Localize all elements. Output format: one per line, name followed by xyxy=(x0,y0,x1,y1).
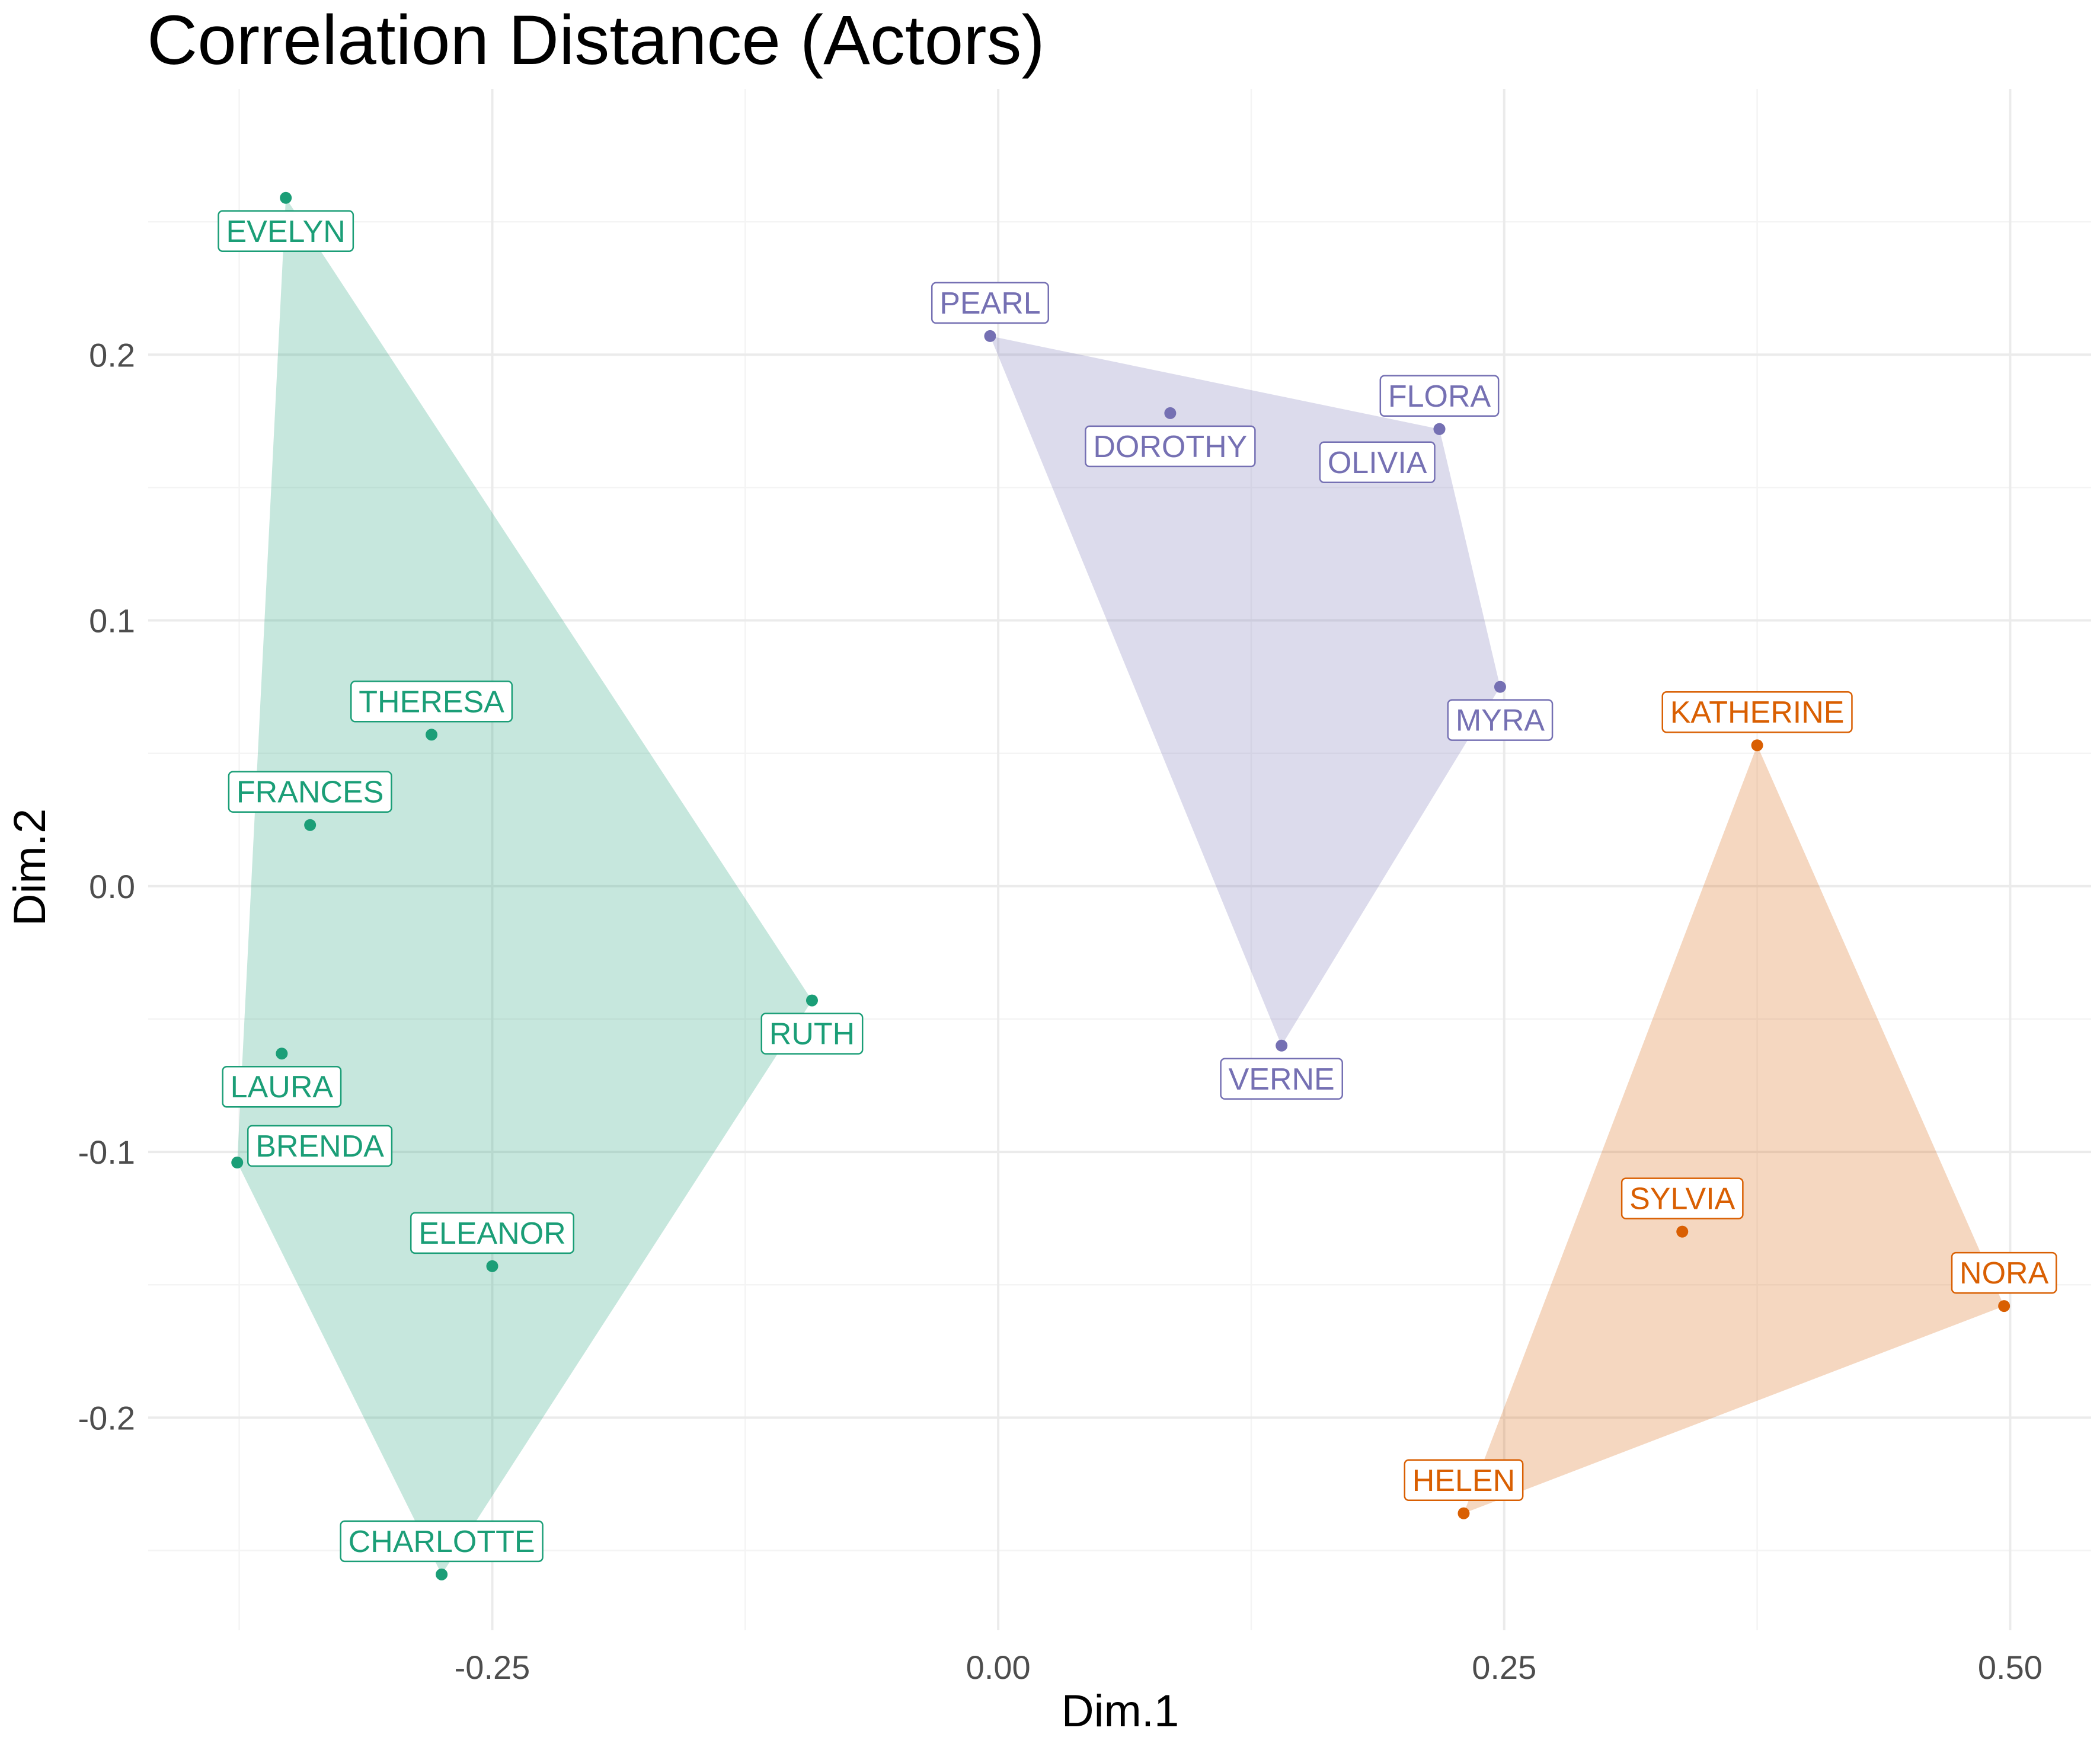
data-point-charlotte xyxy=(436,1568,448,1580)
x-tick-label: 0.50 xyxy=(1978,1649,2043,1686)
data-point-laura xyxy=(276,1048,288,1060)
label-box xyxy=(760,1013,864,1055)
label-box xyxy=(218,210,354,253)
point-labels: EVELYN THERESA FRANCES RUTH LAURA BRENDA ELEAN… xyxy=(218,210,2057,1563)
label-box xyxy=(350,681,513,723)
point-label-dorothy: DOROTHY xyxy=(1085,425,1256,468)
point-label-katherine: KATHERINE xyxy=(1661,691,1853,733)
label-box xyxy=(1220,1058,1343,1100)
y-tick-label: -0.2 xyxy=(78,1399,136,1436)
label-text: VERNE xyxy=(1229,1062,1335,1097)
data-point-theresa xyxy=(426,729,438,741)
label-text: MYRA xyxy=(1456,704,1545,738)
label-box xyxy=(1404,1459,1524,1502)
point-label-theresa: THERESA xyxy=(350,681,513,723)
chart-title: Correlation Distance (Actors) xyxy=(147,1,1045,79)
label-box xyxy=(228,771,392,813)
point-label-ruth: RUTH xyxy=(760,1013,864,1055)
data-point-sylvia xyxy=(1676,1225,1689,1238)
y-tick-label: 0.2 xyxy=(89,336,135,373)
label-text: NORA xyxy=(1960,1256,2049,1291)
label-box xyxy=(1085,425,1256,468)
label-text: HELEN xyxy=(1412,1464,1515,1498)
point-label-myra: MYRA xyxy=(1447,699,1554,741)
point-label-verne: VERNE xyxy=(1220,1058,1343,1100)
data-point-frances xyxy=(304,819,317,831)
point-label-laura: LAURA xyxy=(222,1065,342,1108)
data-point-pearl xyxy=(984,330,996,342)
label-box xyxy=(410,1212,574,1254)
point-label-sylvia: SYLVIA xyxy=(1620,1177,1744,1219)
data-point-katherine xyxy=(1751,739,1763,752)
label-text: PEARL xyxy=(939,286,1041,321)
data-point-dorothy xyxy=(1164,407,1177,419)
label-box xyxy=(1661,691,1853,733)
y-tick-label: -0.1 xyxy=(78,1133,136,1171)
label-text: KATHERINE xyxy=(1670,695,1845,730)
point-label-charlotte: CHARLOTTE xyxy=(340,1520,544,1563)
label-box xyxy=(1951,1251,2057,1294)
data-point-eleanor xyxy=(486,1260,498,1272)
label-text: SYLVIA xyxy=(1629,1182,1735,1216)
data-point-ruth xyxy=(806,994,818,1007)
data-point-evelyn xyxy=(280,191,292,204)
plot-grid xyxy=(148,89,2091,1630)
point-label-helen: HELEN xyxy=(1404,1459,1524,1502)
x-tick-label: 0.25 xyxy=(1472,1649,1536,1686)
point-label-brenda: BRENDA xyxy=(247,1125,393,1167)
y-tick-label: 0.0 xyxy=(89,868,135,905)
point-label-pearl: PEARL xyxy=(931,282,1049,324)
y-axis-title: Dim.2 xyxy=(5,809,55,926)
label-text: BRENDA xyxy=(255,1129,384,1164)
cluster-hull xyxy=(237,197,812,1575)
data-point-helen xyxy=(1457,1507,1470,1519)
x-axis-title: Dim.1 xyxy=(1062,1686,1179,1736)
label-text: CHARLOTTE xyxy=(349,1525,535,1559)
label-box xyxy=(931,282,1049,324)
data-points xyxy=(231,191,2010,1580)
label-text: RUTH xyxy=(769,1017,855,1052)
point-label-frances: FRANCES xyxy=(228,771,392,813)
label-text: EVELYN xyxy=(226,215,346,249)
label-box xyxy=(1379,375,1500,417)
point-label-olivia: OLIVIA xyxy=(1319,441,1436,484)
label-box xyxy=(247,1125,393,1167)
x-axis-ticks: -0.25 0.00 0.25 0.50 xyxy=(455,1649,2043,1686)
data-point-brenda xyxy=(231,1157,244,1169)
x-tick-label: 0.00 xyxy=(966,1649,1031,1686)
point-label-nora: NORA xyxy=(1951,1251,2057,1294)
data-point-nora xyxy=(1998,1300,2010,1312)
cluster-hull xyxy=(1463,745,2005,1513)
cluster-hull xyxy=(990,336,1500,1046)
label-text: DOROTHY xyxy=(1093,430,1247,464)
x-tick-label: -0.25 xyxy=(455,1649,530,1686)
y-axis-ticks: -0.2 -0.1 0.0 0.1 0.2 xyxy=(78,336,136,1436)
label-text: FLORA xyxy=(1388,379,1491,414)
point-label-flora: FLORA xyxy=(1379,375,1500,417)
label-box xyxy=(1447,699,1554,741)
label-text: FRANCES xyxy=(236,775,383,810)
data-point-verne xyxy=(1276,1039,1288,1052)
point-label-evelyn: EVELYN xyxy=(218,210,354,253)
label-text: OLIVIA xyxy=(1328,446,1427,480)
label-box xyxy=(1620,1177,1744,1219)
label-text: ELEANOR xyxy=(418,1216,566,1251)
y-tick-label: 0.1 xyxy=(89,602,135,640)
label-box xyxy=(1319,441,1436,484)
cluster-hulls xyxy=(237,197,2005,1575)
data-point-myra xyxy=(1494,681,1506,693)
label-text: THERESA xyxy=(359,685,504,719)
label-box xyxy=(222,1065,342,1108)
point-label-eleanor: ELEANOR xyxy=(410,1212,574,1254)
data-point-olivia xyxy=(1433,423,1446,435)
label-text: LAURA xyxy=(231,1070,334,1104)
label-box xyxy=(340,1520,544,1563)
